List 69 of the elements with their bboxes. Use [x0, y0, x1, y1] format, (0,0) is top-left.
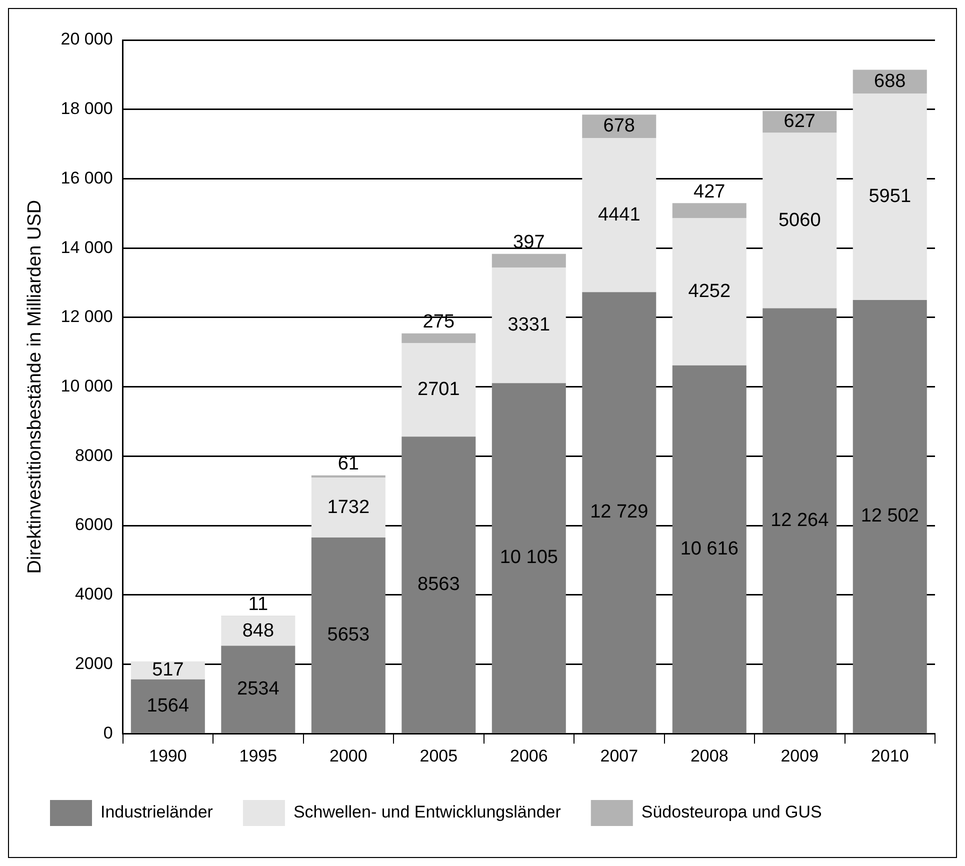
y-tick-label: 14 000: [60, 238, 113, 257]
bar: [852, 300, 927, 733]
legend-label: Schwellen- und Entwicklungsländer: [293, 802, 562, 822]
data-label: 688: [874, 70, 906, 92]
bar: [582, 138, 656, 292]
bar: [672, 365, 746, 733]
bar: [582, 292, 656, 733]
bar: [492, 254, 566, 268]
data-label: 11: [248, 594, 268, 616]
x-tick-label: 2008: [690, 746, 728, 766]
data-label: 517: [152, 660, 184, 681]
data-label: 5060: [778, 210, 821, 231]
data-label: 12 264: [770, 510, 830, 531]
y-tick-label: 12 000: [60, 307, 113, 326]
bar: [492, 268, 566, 384]
bar: [672, 203, 746, 218]
x-tick-label: 2009: [780, 746, 819, 766]
bar: [221, 646, 296, 733]
bar: [852, 94, 927, 300]
x-tick-label: 2005: [420, 746, 458, 766]
y-tick-label: 2000: [74, 654, 113, 673]
bar: [130, 679, 205, 733]
data-label: 10 616: [680, 538, 738, 560]
x-tick-label: 2010: [870, 746, 909, 766]
bar: [311, 477, 386, 538]
legend-label: Industrieländer: [100, 802, 214, 822]
y-tick-label: 4000: [74, 584, 113, 604]
data-label: 5951: [868, 186, 912, 208]
bar: [762, 111, 837, 133]
data-label: 12 502: [860, 506, 919, 527]
x-tick-label: 1995: [239, 746, 278, 766]
y-tick-label: 10 000: [60, 376, 113, 396]
data-label: 678: [603, 116, 635, 137]
bar: [762, 132, 837, 308]
data-label: 627: [784, 111, 816, 132]
data-label: 1732: [327, 496, 370, 518]
legend-label: Südosteuropa und GUS: [641, 802, 822, 822]
x-tick-label: 2000: [329, 746, 368, 766]
data-label: 4252: [688, 280, 731, 302]
x-tick-label: 2006: [510, 746, 548, 766]
bar: [402, 436, 476, 733]
data-label: 4441: [598, 204, 640, 226]
y-tick-label: 8000: [74, 446, 113, 465]
data-label: 3331: [508, 314, 550, 336]
bar: [492, 383, 566, 733]
data-label: 427: [694, 181, 726, 202]
bar: [311, 538, 386, 733]
data-label: 2701: [418, 379, 460, 400]
x-tick-label: 1990: [149, 746, 187, 766]
data-label: 5653: [327, 624, 370, 646]
data-label: 12 729: [590, 502, 648, 523]
data-label: 397: [513, 232, 545, 254]
data-label: 61: [338, 454, 359, 475]
bar: [762, 308, 837, 733]
data-label: 1564: [146, 695, 190, 716]
data-label: 10 105: [500, 547, 558, 568]
data-label: 848: [242, 620, 274, 642]
y-tick-label: 6000: [74, 515, 113, 534]
bar: [402, 333, 476, 343]
y-tick-label: 16 000: [60, 168, 113, 188]
y-tick-label: 18 000: [60, 99, 113, 118]
y-tick-label: 0: [103, 723, 113, 742]
data-label: 2534: [237, 678, 280, 700]
bar: [672, 218, 746, 366]
y-axis-title: Direktinvestitionsbestände in Milliarden USD: [24, 200, 46, 574]
bar: [402, 342, 476, 437]
x-tick-label: 2007: [600, 746, 638, 766]
data-label: 8563: [418, 574, 460, 595]
y-tick-label: 20 000: [60, 30, 113, 49]
